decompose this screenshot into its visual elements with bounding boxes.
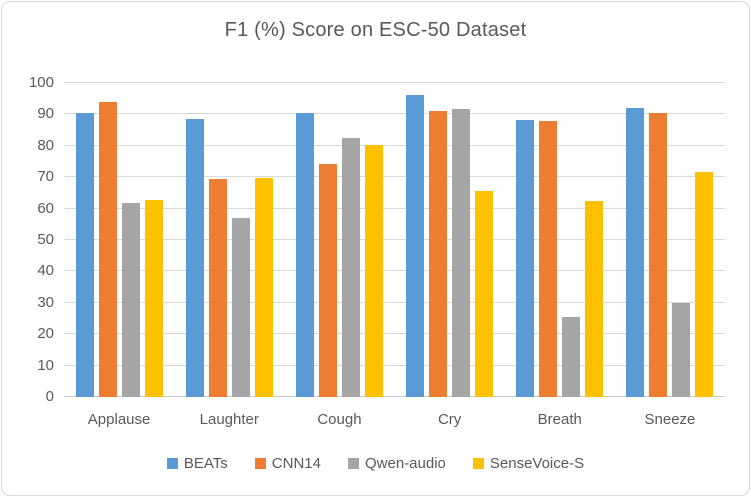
legend-label: Qwen-audio xyxy=(364,455,446,472)
bar-qwen-audio-applause xyxy=(121,203,140,397)
bar-beats-applause xyxy=(75,112,94,397)
y-axis-tick-label-70: 70 xyxy=(37,168,54,186)
bar-sensevoice-s-laughter xyxy=(254,178,273,397)
y-axis-tick-label-80: 80 xyxy=(37,136,54,154)
bar-cnn14-breath xyxy=(539,121,558,397)
x-axis-label-applause: Applause xyxy=(87,411,151,428)
bar-beats-cry xyxy=(406,94,425,397)
legend-swatch-icon xyxy=(166,458,178,469)
bar-groups xyxy=(64,83,725,397)
chart-title: F1 (%) Score on ESC-50 Dataset xyxy=(224,19,527,41)
bar-cnn14-laughter xyxy=(208,179,227,397)
bar-beats-breath xyxy=(516,119,535,397)
y-axis-tick-label-40: 40 xyxy=(37,262,54,280)
legend-item-sensevoice-s: SenseVoice-S xyxy=(472,455,585,472)
gridline-y-80 xyxy=(64,144,725,146)
legend-swatch-icon xyxy=(254,458,266,469)
bar-cnn14-cough xyxy=(318,164,337,397)
bar-qwen-audio-breath xyxy=(562,316,581,397)
bar-group-laughter xyxy=(174,83,284,397)
bar-qwen-audio-cry xyxy=(452,109,471,397)
bar-qwen-audio-laughter xyxy=(231,217,250,397)
gridline-y-90 xyxy=(64,113,725,115)
legend-item-cnn14: CNN14 xyxy=(254,455,321,472)
gridline-y-0 xyxy=(64,396,725,397)
bar-beats-cough xyxy=(295,113,314,397)
legend-swatch-icon xyxy=(347,458,359,469)
gridline-y-10 xyxy=(64,364,725,366)
gridline-y-100 xyxy=(64,82,725,83)
gridline-y-60 xyxy=(64,207,725,209)
x-axis-label-cough: Cough xyxy=(317,411,362,428)
legend-swatch-icon xyxy=(472,458,484,469)
y-axis-tick-label-90: 90 xyxy=(37,105,54,123)
legend-item-beats: BEATs xyxy=(166,455,228,472)
legend-label: SenseVoice-S xyxy=(489,455,585,472)
x-axis-labels: Applause Laughter Cough Cry Breath Sneeze xyxy=(64,411,725,428)
gridline-y-50 xyxy=(64,239,725,240)
gridline-y-70 xyxy=(64,176,725,178)
legend-label: CNN14 xyxy=(271,455,321,472)
x-axis-label-cry: Cry xyxy=(437,411,462,428)
bar-qwen-audio-sneeze xyxy=(672,303,691,397)
bar-qwen-audio-cough xyxy=(341,138,360,397)
bar-sensevoice-s-sneeze xyxy=(695,171,714,397)
bar-group-cough xyxy=(284,83,394,397)
y-axis-tick-label-30: 30 xyxy=(37,293,54,311)
plot-area: 0 10 20 30 40 50 60 70 80 90 100 xyxy=(29,75,725,405)
y-axis-tick-label-10: 10 xyxy=(37,356,54,374)
bar-group-applause xyxy=(64,83,174,397)
bar-sensevoice-s-breath xyxy=(585,200,604,397)
x-axis-label-breath: Breath xyxy=(537,411,582,428)
bar-sensevoice-s-applause xyxy=(144,199,163,397)
y-axis-tick-label-0: 0 xyxy=(45,388,54,405)
legend: BEATs CNN14 Qwen-audio SenseVoice-S xyxy=(2,455,749,472)
bar-cnn14-applause xyxy=(98,101,117,397)
legend-label: BEATs xyxy=(183,455,228,472)
gridline-y-20 xyxy=(64,333,725,335)
bar-beats-sneeze xyxy=(626,108,645,397)
gridline-y-30 xyxy=(64,301,725,303)
x-axis-label-laughter: Laughter xyxy=(199,411,259,428)
x-axis-label-sneeze: Sneeze xyxy=(644,411,696,428)
legend-item-qwen-audio: Qwen-audio xyxy=(347,455,446,472)
bar-sensevoice-s-cry xyxy=(475,191,494,397)
bar-group-sneeze xyxy=(615,83,725,397)
bar-cnn14-cry xyxy=(429,110,448,397)
bar-sensevoice-s-cough xyxy=(364,144,383,397)
bar-group-breath xyxy=(505,83,615,397)
bar-beats-laughter xyxy=(185,118,204,397)
y-axis-tick-label-100: 100 xyxy=(28,74,54,91)
y-axis-tick-label-60: 60 xyxy=(37,199,54,217)
y-axis-tick-label-50: 50 xyxy=(37,231,54,248)
bar-group-cry xyxy=(395,83,505,397)
bar-cnn14-sneeze xyxy=(649,113,668,397)
y-axis-tick-label-20: 20 xyxy=(37,325,54,343)
gridline-y-40 xyxy=(64,270,725,272)
